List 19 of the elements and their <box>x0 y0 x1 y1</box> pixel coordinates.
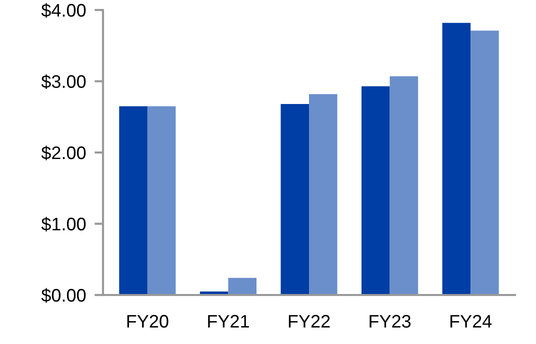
bar <box>147 106 176 295</box>
y-tick-label: $1.00 <box>41 216 86 232</box>
bar <box>442 22 471 295</box>
y-tick-label: $2.00 <box>41 146 86 160</box>
bar <box>228 278 256 295</box>
x-tick-label: FY21 <box>208 314 249 328</box>
x-tick-label: FY23 <box>370 314 411 328</box>
bar <box>470 30 499 295</box>
bar <box>362 86 390 295</box>
y-tick-label: $0.00 <box>41 288 86 303</box>
y-tick-label: $3.00 <box>41 74 86 90</box>
x-tick-label: FY22 <box>288 314 330 328</box>
x-tick-label: FY24 <box>450 314 492 328</box>
x-tick-label: FY20 <box>127 314 168 328</box>
bar <box>280 104 309 295</box>
bar <box>119 106 148 295</box>
y-tick-label: $4.00 <box>41 3 86 18</box>
bar <box>309 94 338 295</box>
bar <box>390 76 418 295</box>
